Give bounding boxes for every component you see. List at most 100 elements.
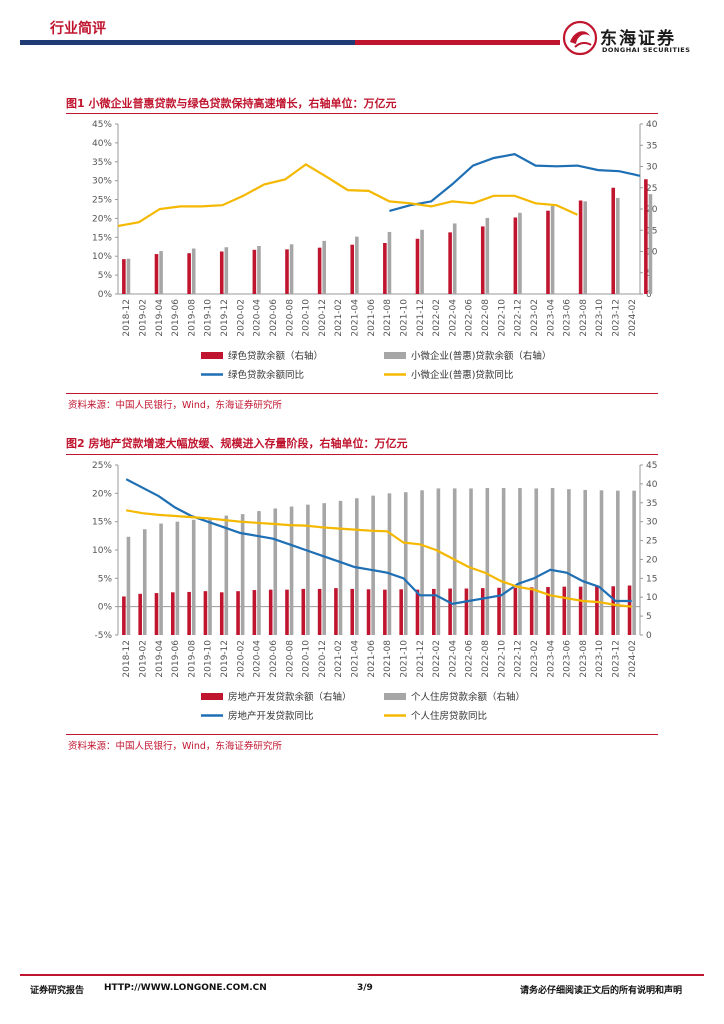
x-axis-tick-label: 2021-06: [367, 299, 377, 337]
x-axis-tick-label: 2021-12: [416, 299, 426, 337]
right-axis-tick-label: 40: [646, 120, 658, 130]
bar-primary: [187, 591, 191, 635]
bar-primary: [219, 592, 224, 635]
bar-secondary: [191, 248, 196, 294]
bar-primary: [448, 588, 452, 635]
left-axis-tick-label: 30%: [92, 177, 112, 187]
bar-secondary: [420, 490, 424, 635]
right-axis-tick-label: 25: [646, 537, 657, 547]
bar-primary: [203, 591, 208, 635]
x-axis-tick-label: 2020-04: [253, 640, 263, 678]
x-axis-tick-label: 2020-02: [236, 299, 246, 337]
x-axis-tick-label: 2021-10: [399, 299, 409, 337]
x-axis-tick-label: 2019-12: [220, 640, 230, 678]
x-axis-tick-label: 2022-06: [465, 640, 475, 678]
bar-primary: [154, 593, 159, 635]
legend-label: 绿色贷款余额（右轴）: [228, 350, 323, 362]
x-axis-tick-label: 2020-06: [269, 640, 279, 678]
footer-url-link[interactable]: HTTP://WWW.LONGONE.COM.CN: [104, 983, 267, 993]
bar-secondary: [338, 500, 343, 635]
left-axis-tick-label: 10%: [92, 252, 112, 262]
bar-secondary: [322, 240, 326, 294]
bar-primary: [268, 589, 273, 635]
left-axis-tick-label: 20%: [92, 489, 112, 499]
bar-primary: [611, 586, 616, 635]
right-axis-tick-label: 0: [646, 631, 652, 641]
footer-page-number: 3/9: [357, 983, 373, 993]
bar-secondary: [126, 258, 131, 294]
x-axis-tick-label: 2022-10: [497, 640, 507, 678]
bar-secondary: [420, 229, 424, 294]
bar-secondary: [452, 223, 457, 294]
bar-primary: [644, 179, 648, 294]
figure2-chart: -5% 0% 5% 10% 15% 20% 25% 0 5 10 15 20 25 30 35 40 45 201…: [92, 461, 658, 722]
left-axis-tick-label: 10%: [92, 546, 112, 556]
figure2-top-rule: [66, 454, 658, 455]
bar-secondary: [273, 508, 278, 635]
bar-secondary: [126, 536, 131, 635]
x-axis-tick-label: 2023-04: [546, 640, 556, 678]
left-axis-tick-label: 35%: [92, 158, 112, 168]
legend-label: 房地产开发贷款余额（右轴）: [228, 691, 352, 703]
x-axis-tick-label: 2021-04: [351, 640, 361, 678]
right-axis-tick-label: 0: [646, 290, 652, 300]
header-bar-red: [355, 40, 560, 45]
x-axis-tick-label: 2020-04: [253, 299, 263, 337]
bar-primary: [236, 591, 240, 635]
x-axis-tick-label: 2023-04: [546, 299, 556, 337]
bar-secondary: [567, 489, 571, 635]
left-axis-tick-label: 15%: [92, 233, 112, 243]
bar-secondary: [355, 236, 359, 294]
right-axis-tick-label: 15: [646, 574, 657, 584]
bar-secondary: [289, 506, 294, 635]
bar-secondary: [403, 492, 408, 635]
right-axis-tick-label: 40: [646, 480, 658, 490]
bar-primary: [497, 587, 501, 635]
x-axis-tick-label: 2024-02: [628, 640, 638, 678]
legend-swatch: [384, 693, 406, 700]
bar-primary: [578, 586, 583, 635]
figure1-title: 图1 小微企业普惠贷款与绿色贷款保持高速增长，右轴单位：万亿元: [66, 97, 397, 110]
x-axis-tick-label: 2022-08: [481, 299, 491, 337]
x-axis-tick-label: 2024-02: [628, 299, 638, 337]
right-axis-tick-label: 30: [646, 163, 658, 173]
bar-secondary: [191, 519, 196, 635]
header-bar-blue: [20, 40, 355, 45]
bar-primary: [138, 593, 142, 635]
bar-primary: [464, 588, 469, 635]
figure2-title: 图2 房地产贷款增速大幅放缓、规模进入存量阶段，右轴单位：万亿元: [66, 437, 408, 450]
x-axis-tick-label: 2023-08: [579, 299, 589, 337]
bar-secondary: [469, 488, 473, 635]
bar-secondary: [599, 490, 604, 635]
x-axis-tick-label: 2023-06: [563, 299, 573, 337]
bar-primary: [448, 232, 452, 294]
footer-report-label: 证券研究报告: [30, 986, 85, 996]
bar-secondary: [159, 523, 163, 635]
bar-primary: [595, 586, 599, 635]
bar-secondary: [224, 247, 229, 294]
bar-primary: [546, 210, 550, 294]
legend-label: 小微企业(普惠)贷款余额（右轴）: [411, 350, 551, 362]
right-axis-tick-label: 20: [646, 555, 658, 565]
right-axis-tick-label: 25: [646, 184, 657, 194]
x-axis-tick-label: 2019-04: [155, 640, 165, 678]
legend-label: 房地产开发贷款同比: [228, 710, 314, 722]
left-axis-tick-label: 5%: [98, 574, 113, 584]
right-axis-tick-label: 35: [646, 499, 657, 509]
bar-secondary: [240, 514, 245, 635]
bar-secondary: [452, 488, 457, 635]
x-axis-tick-label: 2023-12: [612, 640, 622, 678]
x-axis-tick-label: 2022-10: [497, 299, 507, 337]
bar-secondary: [224, 515, 229, 635]
bar-secondary: [648, 194, 653, 294]
x-axis-tick-label: 2020-08: [285, 299, 295, 337]
bar-primary: [480, 226, 485, 294]
bar-primary: [187, 253, 191, 294]
bar-primary: [350, 244, 355, 294]
figure1-top-rule: [66, 113, 658, 114]
x-axis-tick-label: 2023-10: [595, 640, 605, 678]
left-axis-tick-label: 40%: [92, 139, 112, 149]
bar-primary: [529, 587, 534, 635]
figure1-bottom-rule: [66, 393, 658, 394]
x-axis-tick-label: 2020-08: [285, 640, 295, 678]
